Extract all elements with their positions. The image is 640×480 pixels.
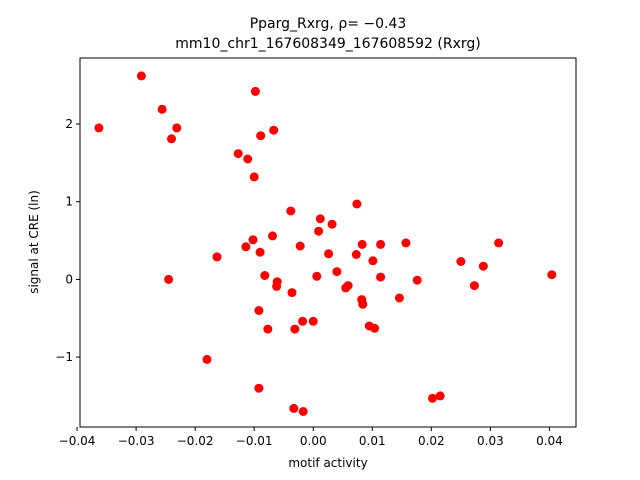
data-point-5 [164,274,174,284]
x-axis-ticks: −0.04 −0.03 −0.02 −0.01 0.00 0.01 0.02 0.03 0.04 [59,427,563,448]
data-point-35 [324,249,334,259]
y-tick-label-0: −1 [55,350,73,364]
y-axis-label: signal at CRE (ln) [27,190,41,294]
data-point-55 [456,257,466,266]
data-point-37 [312,271,322,281]
data-point-32 [315,214,325,224]
data-point-11 [249,172,259,182]
data-point-26 [287,288,297,298]
data-point-7 [212,252,222,262]
data-point-16 [255,247,265,257]
data-point-20 [272,281,282,291]
data-point-22 [263,324,273,334]
data-point-12 [256,131,266,141]
data-point-50 [394,293,404,303]
data-point-49 [370,323,380,333]
data-point-17 [268,231,277,241]
data-point-43 [376,272,386,282]
data-point-9 [243,154,253,164]
data-point-24 [286,206,296,216]
data-point-4 [172,123,182,133]
data-point-36 [332,267,342,277]
x-tick-label-4: 0.00 [300,434,327,448]
data-point-34 [327,219,337,229]
x-tick-label-7: 0.03 [477,434,504,448]
x-tick-label-8: 0.04 [536,434,563,448]
data-point-2 [157,104,167,114]
data-point-6 [202,354,212,364]
x-tick-label-0: −0.04 [59,434,96,448]
data-points [94,71,557,416]
chart-title-line-1: Pparg_Rxrg, ρ= −0.43 [250,16,407,32]
data-point-51 [401,238,411,248]
data-point-59 [547,270,557,280]
data-point-47 [358,299,368,309]
y-axis-ticks: −1 0 1 2 [55,117,80,364]
x-tick-label-3: −0.01 [236,434,273,448]
data-point-52 [412,275,422,285]
y-tick-label-1: 0 [65,272,73,286]
data-point-28 [298,316,308,326]
data-point-29 [308,316,318,326]
plot-area-frame [79,57,577,428]
data-point-27 [290,324,300,334]
data-point-56 [469,281,479,291]
data-point-8 [233,149,243,159]
data-point-38 [352,199,362,209]
data-point-23 [254,383,264,393]
data-point-1 [136,71,146,81]
x-tick-label-1: −0.03 [118,434,155,448]
data-point-39 [351,250,361,259]
data-point-33 [314,226,324,236]
data-point-10 [250,86,260,96]
data-point-40 [357,239,367,249]
y-tick-label-2: 1 [65,195,73,209]
data-point-53 [428,393,437,403]
x-axis-label: motif activity [288,456,367,470]
data-point-42 [376,239,386,249]
x-tick-label-5: 0.01 [359,434,386,448]
data-point-31 [298,407,308,416]
data-point-57 [478,261,488,271]
data-point-58 [494,238,504,248]
data-point-18 [260,271,270,280]
data-point-21 [254,306,264,315]
y-tick-label-3: 2 [65,117,73,131]
x-tick-label-2: −0.02 [177,434,214,448]
data-point-3 [167,134,176,144]
data-point-54 [435,391,445,401]
data-point-14 [241,242,251,252]
data-point-30 [289,403,299,413]
data-point-41 [368,256,378,266]
x-tick-label-6: 0.02 [418,434,445,448]
data-point-45 [343,281,353,291]
data-point-13 [269,125,279,135]
data-point-15 [248,235,258,245]
data-point-0 [94,123,104,133]
data-point-25 [295,241,305,251]
chart-title: Pparg_Rxrg, ρ= −0.43 [250,16,407,32]
chart-subtitle: mm10_chr1_167608349_167608592 (Rxrg) [175,36,480,52]
